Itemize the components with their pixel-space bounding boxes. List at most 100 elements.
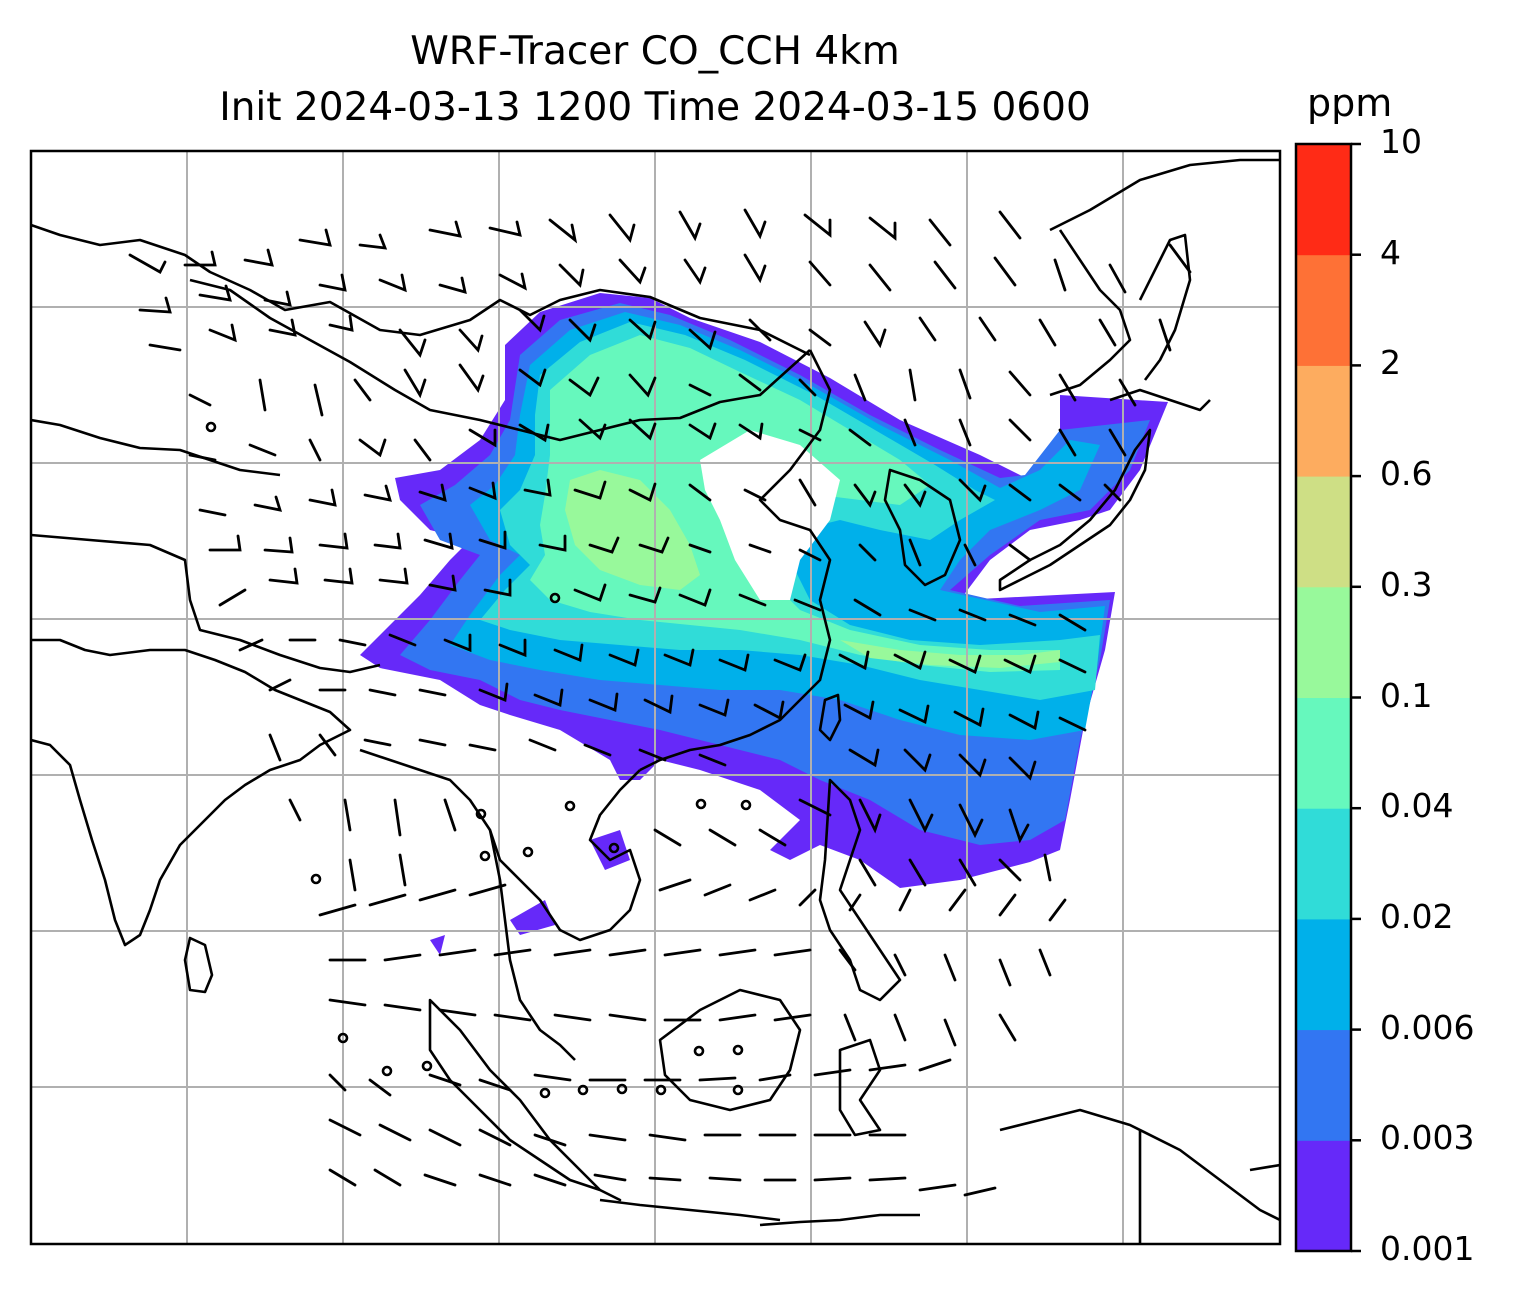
wind-barb: [793, 598, 822, 612]
wind-barb: [1158, 318, 1172, 352]
wind-barb-row: [268, 733, 1037, 781]
calm-wind-circle: [310, 873, 322, 885]
wind-barb: [498, 638, 527, 658]
wind-barb: [638, 536, 670, 554]
colorbar-unit-label: ppm: [1307, 81, 1393, 125]
calm-wind-circle: [616, 1083, 628, 1095]
wind-barb: [688, 328, 717, 351]
wind-barb: [423, 1173, 457, 1187]
wind-barb: [353, 378, 372, 402]
wind-barb: [553, 948, 592, 957]
wind-barb: [688, 422, 717, 441]
wind-barb: [393, 798, 402, 837]
wind-barb: [1008, 543, 1032, 562]
wind-barb-row: [188, 418, 1127, 462]
wind-barb: [608, 948, 647, 957]
colorbar-segment: [1296, 254, 1351, 366]
wind-barb: [573, 583, 607, 602]
wind-barb: [798, 428, 822, 442]
wind-barb: [798, 888, 817, 907]
wind-barb: [858, 543, 877, 562]
wind-barb: [358, 438, 387, 458]
wind-barb: [953, 707, 985, 728]
wind-barb: [268, 567, 299, 585]
wind-barb: [628, 318, 657, 341]
coastline-hokkaido-sakhalin: [1109, 233, 1211, 412]
wind-barb-row: [288, 798, 1030, 844]
wind-barb: [198, 284, 232, 302]
wind-barb: [533, 688, 564, 707]
wind-barb: [1008, 756, 1037, 781]
wind-barb: [958, 608, 987, 622]
wind-barb: [918, 316, 937, 342]
calm-wind-circle: [577, 1084, 589, 1096]
wind-barb: [478, 530, 507, 550]
wind-barb: [318, 903, 357, 917]
wind-barb: [348, 858, 357, 892]
wind-barb: [488, 220, 522, 237]
border-central-asia: [31, 223, 811, 357]
wind-barb: [843, 1013, 857, 1042]
wind-barb: [1058, 483, 1082, 502]
wind-barb: [998, 958, 1012, 987]
wind-barb: [658, 878, 692, 892]
wind-barb: [948, 888, 967, 912]
wind-barb: [928, 218, 952, 247]
calm-wind-circle: [693, 1045, 705, 1057]
wind-barb: [573, 480, 607, 500]
coastline-taiwan: [818, 693, 842, 742]
wind-barb: [688, 483, 712, 502]
wind-barb: [1008, 808, 1030, 844]
wind-barb: [958, 368, 972, 400]
wind-barb: [363, 484, 392, 502]
wind-barb: [1043, 853, 1052, 882]
wind-barb: [813, 1068, 852, 1077]
wind-barb: [848, 748, 880, 768]
wind-barb: [1108, 263, 1127, 294]
wind-barb-row: [328, 1058, 952, 1097]
wind-barb: [1053, 258, 1067, 292]
colorbar: [1294, 142, 1361, 1253]
wind-barb: [838, 948, 857, 972]
wind-barb: [753, 700, 785, 721]
wind-barb: [843, 700, 875, 721]
wind-barb: [908, 368, 917, 402]
wind-barb: [568, 376, 600, 398]
wind-barb: [743, 488, 767, 502]
wind-barb: [908, 538, 922, 567]
wind-barb: [208, 534, 242, 552]
wind-barb: [468, 481, 497, 501]
wind-barb: [553, 1013, 592, 1022]
wind-barb: [518, 368, 547, 388]
wind-barb: [853, 598, 882, 617]
colorbar-tick-label: 2: [1380, 343, 1401, 383]
wind-barb: [553, 643, 584, 662]
wind-barb: [608, 213, 636, 244]
wind-barb: [478, 1078, 512, 1092]
wind-barb: [383, 1003, 422, 1012]
wind-barb: [428, 574, 457, 592]
wind-barb: [208, 323, 237, 343]
wind-barb: [808, 328, 832, 347]
wind-barb: [853, 483, 877, 508]
wind-barb: [933, 260, 957, 290]
wind-barb: [328, 998, 367, 1007]
wind-barb: [368, 893, 407, 907]
wind-barb: [688, 543, 712, 554]
wind-barb: [593, 1173, 627, 1182]
wind-barb: [328, 1073, 347, 1092]
wind-barb: [378, 273, 407, 293]
wind-barb: [1103, 483, 1122, 502]
wind-barb: [698, 753, 727, 767]
colorbar-segment: [1296, 144, 1351, 256]
wind-barb: [373, 532, 402, 550]
wind-barb: [313, 383, 324, 417]
colorbar-tick-label: 0.003: [1380, 1118, 1475, 1158]
wind-barb: [798, 378, 817, 397]
wind-barb: [418, 688, 447, 697]
calm-wind-circle: [732, 1044, 744, 1056]
wind-barb: [1118, 378, 1137, 407]
wind-barb: [893, 1013, 907, 1042]
colorbar-segment: [1296, 697, 1351, 809]
wind-barb: [773, 948, 812, 957]
